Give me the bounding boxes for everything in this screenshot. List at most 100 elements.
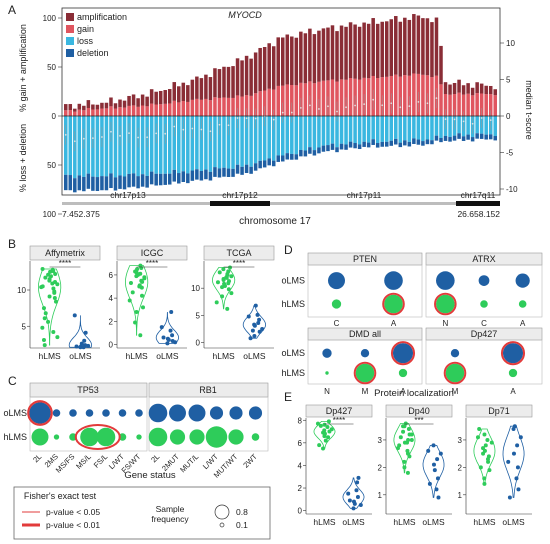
band-label-p13: chr17p13 [110, 190, 146, 200]
legend-swatch-gain [66, 25, 74, 33]
range-start: 7.452.375 [62, 209, 100, 219]
median-point [453, 118, 456, 121]
loss-bar [154, 116, 158, 174]
deletion-bar [262, 160, 267, 168]
olms-dot [515, 273, 530, 288]
loss-bar [167, 116, 172, 174]
amplification-bar [249, 58, 253, 96]
data-point-olms [159, 325, 164, 330]
gain-bar [443, 94, 448, 116]
data-point-hlms [405, 440, 410, 445]
median-point [73, 140, 76, 143]
legend-swatch-loss [66, 37, 74, 45]
significance-stars: **** [333, 416, 345, 425]
amplification-bar [398, 21, 403, 77]
y-tick-label-right: 0 [506, 112, 511, 121]
x-tick-label: oLMS [502, 517, 525, 527]
gain-bar [104, 108, 109, 116]
strip-title-d: ATRX [472, 254, 495, 264]
significance-stars: **** [233, 259, 245, 268]
loss-bar [412, 116, 416, 139]
amplification-bar [448, 84, 452, 95]
x-tick-label: 2L [149, 452, 161, 464]
gain-bar [285, 84, 290, 116]
median-point [299, 106, 302, 109]
deletion-bar [339, 143, 344, 150]
deletion-bar [68, 175, 73, 191]
deletion-bar [335, 147, 339, 153]
x-tick-label: A [400, 387, 406, 396]
gain-bar [158, 104, 163, 116]
gain-bar [290, 85, 294, 116]
data-point-olms [250, 328, 255, 333]
legend-label-amplification: amplification [77, 12, 127, 22]
loss-bar [68, 116, 73, 176]
data-point-olms [435, 457, 440, 462]
panel-e-chart: Dp427 0 2 4 6 8 hLMS oLMS **** Dp40 1 2 3 hLMS oLMS ***… [298, 404, 533, 527]
amplification-bar [172, 82, 177, 101]
data-point-hlms [321, 430, 326, 435]
loss-bar [204, 116, 208, 170]
chromosome-ideogram: chr17p13 chr17p12 chr17p11 chr17q11 7.45… [62, 190, 500, 227]
median-point [82, 137, 85, 140]
size-legend-title: Sample frequency [151, 504, 189, 524]
data-point-hlms [409, 437, 414, 442]
y-tick-label: 4 [109, 294, 114, 303]
data-point-olms [426, 448, 431, 453]
loss-bar [421, 116, 425, 142]
data-point-hlms [401, 429, 406, 434]
loss-bar [416, 116, 421, 140]
row-label-olms: oLMS [281, 348, 305, 358]
deletion-bar [167, 173, 172, 185]
x-tick-label: MS/FS [54, 452, 77, 475]
loss-bar [425, 116, 430, 140]
data-point-olms [427, 481, 432, 486]
data-point-olms [246, 314, 251, 319]
strip-title-d: Dp427 [471, 329, 498, 339]
amplification-bar [357, 26, 362, 80]
deletion-bar [294, 154, 299, 160]
deletion-bar [394, 138, 398, 145]
data-point-hlms [482, 432, 487, 437]
data-point-olms [83, 330, 88, 335]
data-point-olms [81, 345, 86, 350]
violin-olms [155, 311, 180, 344]
loss-bar [95, 116, 100, 178]
deletion-bar [131, 173, 136, 187]
data-point-hlms [485, 457, 490, 462]
data-point-olms [82, 338, 87, 343]
gain-bar [384, 76, 389, 116]
median-point [91, 137, 94, 140]
data-point-hlms [405, 470, 410, 475]
gain-bar [140, 105, 145, 116]
data-point-hlms [40, 325, 45, 330]
x-tick-label: N [442, 319, 448, 328]
deletion-bar [403, 140, 407, 146]
data-point-hlms [53, 272, 58, 277]
deletion-bar [158, 173, 163, 186]
deletion-bar [195, 169, 199, 180]
loss-bar [457, 116, 461, 134]
x-tick-label: hLMS [38, 351, 61, 361]
deletion-bar [493, 136, 497, 141]
y-tick-label: 1 [378, 491, 383, 500]
median-point [254, 117, 257, 120]
loss-bar [172, 116, 177, 170]
loss-bar [475, 116, 479, 134]
deletion-bar [82, 176, 86, 192]
data-point-olms [168, 328, 173, 333]
deletion-bar [73, 178, 77, 193]
median-point [399, 106, 402, 109]
data-point-hlms [138, 333, 143, 338]
gain-bar [127, 105, 131, 116]
loss-bar [353, 116, 357, 144]
median-point [489, 119, 492, 122]
data-point-olms [257, 317, 262, 322]
amplification-bar [199, 78, 204, 100]
data-point-hlms [229, 274, 234, 279]
violin-olms [342, 477, 365, 509]
strip-title-tcga: TCGA [226, 248, 251, 258]
deletion-bar [271, 160, 276, 167]
row-label-hlms-c: hLMS [3, 432, 27, 442]
